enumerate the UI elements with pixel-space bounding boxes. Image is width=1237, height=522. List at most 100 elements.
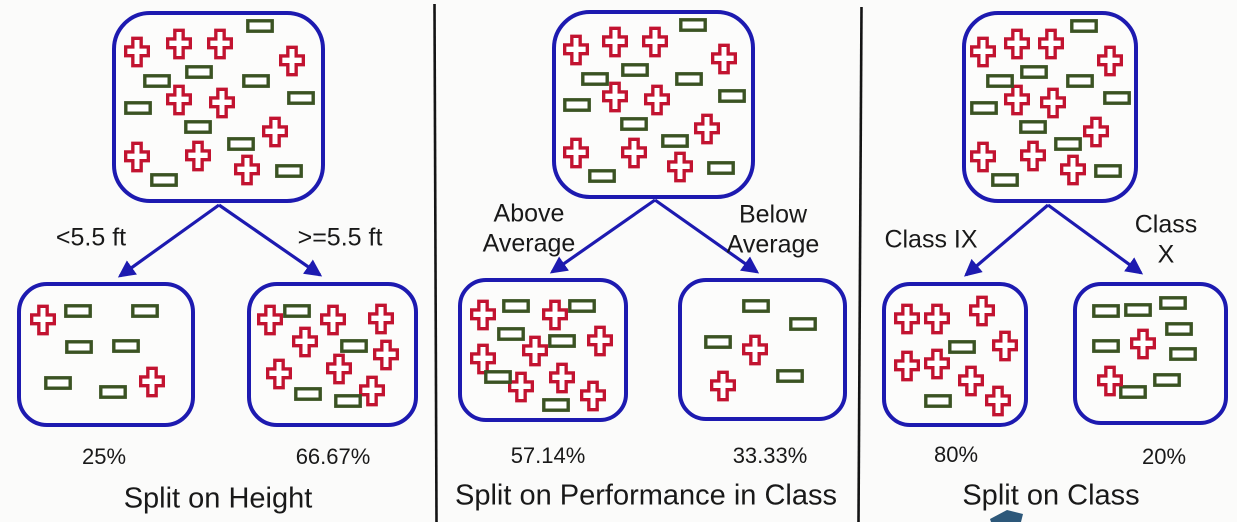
plus-symbol	[694, 113, 721, 145]
minus-symbol	[1169, 346, 1198, 361]
plus-symbol	[579, 380, 606, 412]
right-child-box	[678, 278, 847, 421]
minus-symbol	[484, 369, 513, 384]
plus-symbol	[522, 335, 549, 367]
minus-symbol	[563, 98, 591, 112]
panel-title-split-on-height: Split on Height	[123, 482, 313, 515]
minus-symbol	[1091, 338, 1120, 353]
plus-symbol	[279, 45, 306, 77]
plus-symbol	[1020, 140, 1047, 172]
panel-divider-line	[433, 3, 438, 522]
percent-label-right: 66.67%	[295, 444, 371, 469]
plus-symbol	[123, 36, 150, 68]
plus-symbol	[641, 26, 668, 58]
plus-symbol	[602, 81, 629, 113]
minus-symbol	[143, 73, 172, 88]
plus-symbol	[587, 326, 614, 357]
plus-symbol	[138, 366, 165, 398]
panel-title-split-on-performance: Split on Performance in Class	[455, 479, 837, 512]
minus-symbol	[619, 116, 648, 131]
plus-symbol	[368, 303, 395, 335]
plus-symbol	[165, 28, 192, 59]
minus-symbol	[717, 88, 746, 103]
branch-label-class-x: Class X	[1134, 210, 1198, 269]
percent-label-right: 33.33%	[732, 443, 808, 468]
plus-symbol	[291, 326, 318, 358]
plus-symbol	[1130, 328, 1157, 360]
plus-symbol	[643, 85, 670, 116]
minus-symbol	[970, 100, 999, 115]
left-child-box	[458, 278, 628, 422]
root-node-box	[962, 11, 1138, 203]
percent-label-right: 20%	[1141, 444, 1187, 469]
plus-symbol	[1004, 28, 1031, 59]
minus-symbol	[64, 303, 93, 318]
plus-symbol	[969, 141, 996, 172]
branch-label-below-average: Below Average	[726, 200, 820, 259]
minus-symbol	[339, 339, 368, 354]
minus-symbol	[581, 71, 610, 86]
plus-symbol	[958, 366, 984, 397]
minus-symbol	[542, 398, 571, 413]
plus-symbol	[208, 87, 235, 119]
plus-symbol	[549, 362, 576, 394]
plus-symbol	[667, 151, 694, 183]
minus-symbol	[587, 169, 616, 184]
plus-symbol	[1060, 155, 1087, 186]
minus-symbol	[112, 339, 140, 354]
minus-symbol	[1066, 73, 1095, 88]
plus-symbol	[969, 295, 996, 326]
right-child-box	[247, 282, 418, 427]
minus-symbol	[1103, 91, 1132, 105]
minus-symbol	[333, 394, 362, 409]
plus-symbol	[319, 304, 346, 336]
percent-label-left: 25%	[81, 444, 127, 469]
root-node-box	[552, 10, 755, 199]
plus-symbol	[562, 34, 589, 66]
plus-symbol	[261, 116, 288, 148]
minus-symbol	[1158, 295, 1187, 310]
minus-symbol	[496, 326, 525, 341]
minus-symbol	[286, 91, 315, 105]
percent-label-left: 80%	[933, 442, 979, 467]
plus-symbol	[373, 339, 400, 371]
minus-symbol	[65, 340, 94, 355]
minus-symbol	[1123, 303, 1152, 318]
plus-symbol	[542, 299, 569, 330]
minus-symbol	[150, 172, 179, 187]
minus-symbol	[1165, 321, 1194, 336]
plus-symbol	[233, 155, 260, 186]
plus-symbol	[562, 138, 589, 169]
plus-symbol	[893, 350, 920, 382]
branch-label-lt-5-5-ft: <5.5 ft	[55, 223, 127, 252]
plus-symbol	[469, 299, 496, 330]
minus-symbol	[548, 334, 577, 349]
panel-divider-line	[857, 6, 863, 522]
plus-symbol	[326, 353, 353, 385]
plus-symbol	[1038, 28, 1065, 59]
branch-arrow	[964, 203, 1050, 277]
plus-symbol	[358, 375, 385, 407]
minus-symbol	[44, 376, 73, 391]
minus-symbol	[183, 119, 212, 134]
plus-symbol	[1097, 365, 1124, 397]
plus-symbol	[984, 385, 1011, 417]
plus-symbol	[257, 304, 284, 336]
minus-symbol	[947, 340, 976, 355]
right-child-box	[1073, 282, 1228, 425]
percent-label-left: 57.14%	[510, 443, 586, 468]
plus-symbol	[265, 358, 292, 390]
minus-symbol	[131, 304, 159, 319]
plus-symbol	[206, 28, 233, 59]
minus-symbol	[1070, 19, 1099, 34]
plus-symbol	[1004, 84, 1031, 115]
minus-symbol	[661, 133, 689, 148]
minus-symbol	[1094, 164, 1122, 179]
plus-symbol	[924, 303, 951, 335]
minus-symbol	[1091, 304, 1120, 319]
left-child-box	[17, 282, 195, 427]
minus-symbol	[1153, 373, 1182, 387]
branch-label-class-ix: Class IX	[884, 225, 978, 254]
plus-symbol	[1097, 45, 1124, 77]
